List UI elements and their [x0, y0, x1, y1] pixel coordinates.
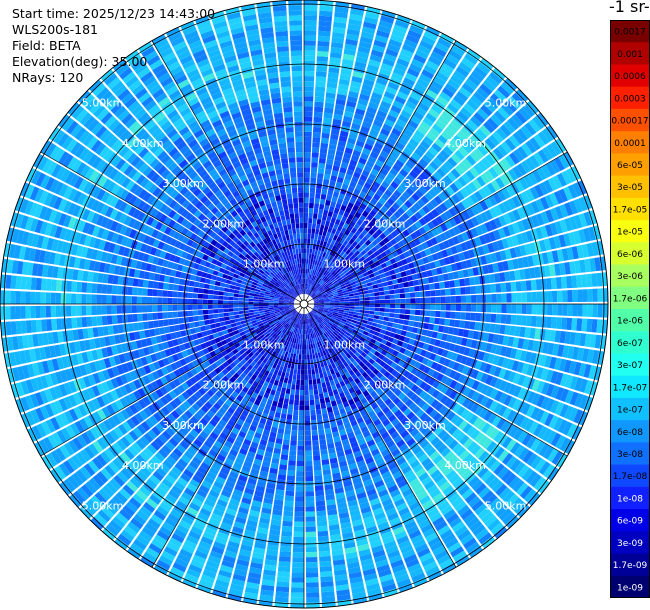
colorbar-swatch	[610, 464, 650, 488]
elevation-label: Elevation(deg): 35.00	[12, 54, 148, 69]
colorbar-swatch	[610, 175, 650, 199]
range-ring-label: 3.00km	[404, 177, 446, 190]
colorbar-swatch	[610, 42, 650, 65]
colorbar-tick-label: 0.0017	[614, 28, 646, 38]
colorbar-tick-label: 1.7e-09	[613, 561, 648, 571]
colorbar-swatch	[610, 442, 650, 466]
azimuth-spoke	[40, 303, 305, 457]
range-ring-label: 5.00km	[82, 97, 124, 110]
colorbar-swatch	[610, 509, 650, 532]
colorbar-tick-label: 1e-07	[617, 406, 643, 416]
range-ring-label: 5.00km	[485, 500, 527, 513]
range-ring-label: 5.00km	[82, 500, 124, 513]
colorbar-tick-label: 1e-09	[617, 583, 643, 593]
colorbar-swatch	[610, 286, 650, 310]
colorbar-swatch	[610, 64, 650, 88]
range-ring-label: 1.00km	[243, 338, 285, 351]
colorbar-swatch	[610, 420, 650, 443]
colorbar-tick-label: 3e-05	[617, 183, 643, 193]
colorbar-tick-label: 1.7e-06	[613, 294, 648, 304]
colorbar-swatch	[610, 131, 650, 154]
range-ring-label: 1.00km	[324, 258, 366, 271]
nrays-label: NRays: 120	[12, 70, 84, 85]
colorbar-swatch	[610, 486, 650, 510]
radar-center-marker	[299, 299, 309, 309]
azimuth-spoke	[303, 303, 457, 568]
colorbar-swatch	[610, 264, 650, 288]
colorbar-tick-label: 1.7e-05	[613, 205, 648, 215]
range-ring-label: 4.00km	[122, 459, 164, 472]
colorbar-tick-label: 6e-08	[617, 428, 643, 438]
colorbar-swatch	[610, 20, 650, 43]
range-ring-label: 5.00km	[485, 97, 527, 110]
range-ring-label: 2.00km	[364, 379, 406, 392]
colorbar-tick-label: 3e-07	[617, 361, 643, 371]
colorbar-tick-label: 1.7e-08	[613, 472, 648, 482]
range-ring-label: 3.00km	[162, 177, 204, 190]
colorbar-swatch	[610, 353, 650, 377]
colorbar-tick-label: 1e-08	[617, 494, 643, 504]
colorbar-unit-label: -1 sr-	[609, 0, 650, 16]
colorbar-tick-label: 6e-07	[617, 339, 643, 349]
colorbar-tick-label: 1e-05	[617, 228, 643, 238]
range-ring-label: 3.00km	[162, 419, 204, 432]
colorbar-swatch	[610, 375, 650, 399]
colorbar-tick-label: 1.7e-07	[613, 383, 648, 393]
colorbar-tick-label: 6e-06	[617, 250, 643, 260]
range-ring-label: 4.00km	[122, 137, 164, 150]
colorbar-tick-label: 0.0003	[614, 94, 646, 104]
azimuth-spoke	[303, 40, 457, 305]
colorbar-swatch	[610, 242, 650, 266]
azimuth-spoke	[40, 151, 305, 305]
colorbar-swatch	[610, 220, 650, 243]
range-ring-label: 3.00km	[404, 419, 446, 432]
azimuth-spoke	[303, 303, 568, 457]
range-ring-label: 2.00km	[203, 379, 245, 392]
ppi-data-bins	[0, 0, 608, 608]
colorbar-tick-label: 0.0001	[614, 139, 646, 149]
colorbar: 0.0017 0.001 0.0006 0.0003 0.00017 0.0001 6e-0…	[610, 20, 650, 598]
colorbar-tick-label: 6e-05	[617, 161, 643, 171]
azimuth-spoke	[151, 303, 305, 568]
colorbar-tick-label: 0.001	[617, 50, 643, 60]
azimuth-spoke	[303, 151, 568, 305]
colorbar-swatch	[610, 331, 650, 354]
colorbar-swatch	[610, 197, 650, 221]
range-ring-label: 2.00km	[203, 217, 245, 230]
device-label: WLS200s-181	[12, 22, 98, 37]
colorbar-swatch	[610, 575, 650, 598]
colorbar-tick-label: 3e-08	[617, 450, 643, 460]
colorbar-tick-label: 3e-09	[617, 539, 643, 549]
colorbar-tick-label: 6e-09	[617, 517, 643, 527]
colorbar-swatch	[610, 86, 650, 110]
range-ring-label: 1.00km	[243, 258, 285, 271]
colorbar-tick-label: 0.00017	[611, 117, 648, 127]
colorbar-swatch	[610, 309, 650, 332]
colorbar-swatch	[610, 397, 650, 421]
range-ring-label: 1.00km	[324, 338, 366, 351]
range-ring-label: 4.00km	[444, 459, 486, 472]
colorbar-swatch	[610, 553, 650, 577]
azimuth-spoke	[151, 40, 305, 305]
colorbar-tick-label: 0.0006	[614, 72, 646, 82]
field-label: Field: BETA	[12, 38, 81, 53]
colorbar-tick-label: 1e-06	[617, 317, 643, 327]
colorbar-swatch	[610, 531, 650, 555]
range-ring-label: 4.00km	[444, 137, 486, 150]
range-ring-label: 2.00km	[364, 217, 406, 230]
colorbar-swatch	[610, 108, 650, 132]
colorbar-swatch	[610, 153, 650, 177]
colorbar-tick-label: 3e-06	[617, 272, 643, 282]
start-time-label: Start time: 2025/12/23 14:43:00	[12, 6, 216, 21]
